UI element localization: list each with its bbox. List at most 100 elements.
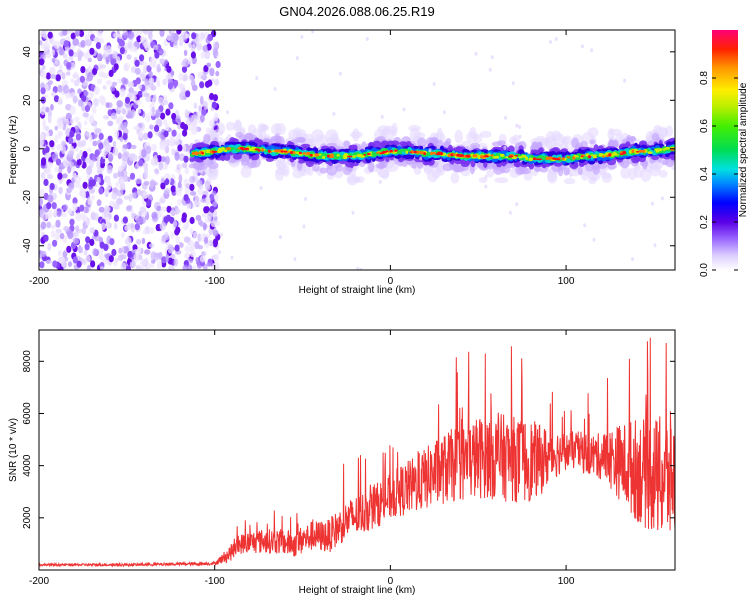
noise-blob	[192, 231, 199, 239]
noise-blob	[102, 85, 107, 90]
noise-blob	[203, 101, 209, 111]
x-tick-label: 0	[388, 276, 394, 287]
ridge-blob	[602, 155, 605, 158]
ridge-blob	[514, 154, 519, 157]
ridge-blob	[332, 154, 338, 157]
noise-blob	[68, 49, 74, 57]
noise-blob	[140, 35, 145, 43]
noise-blob	[98, 71, 105, 78]
noise-blob	[42, 122, 47, 131]
ridge-blob	[398, 151, 403, 155]
noise-blob	[84, 243, 90, 251]
noise-blob	[40, 158, 47, 166]
noise-blob	[96, 176, 101, 184]
ridge-blob	[198, 142, 206, 147]
noise-blob	[109, 238, 115, 246]
ridge-blob	[580, 155, 584, 158]
ridge-blob	[399, 148, 405, 152]
noise-blob	[170, 185, 176, 193]
noise-blob	[79, 204, 85, 212]
noise-blob	[45, 106, 50, 113]
noise-blob	[206, 43, 212, 51]
noise-blob	[83, 120, 88, 126]
noise-blob	[135, 77, 141, 85]
y-tick-label: 20	[22, 94, 33, 106]
ridge-blob	[521, 154, 527, 158]
noise-blob	[168, 248, 174, 254]
noise-blob	[110, 85, 116, 92]
ridge-blob	[537, 141, 542, 147]
noise-blob	[174, 152, 180, 161]
noise-blob	[129, 110, 134, 119]
noise-blob	[214, 193, 219, 203]
noise-blob	[72, 231, 79, 238]
noise-blob	[156, 66, 162, 73]
ridge-blob	[243, 133, 255, 142]
noise-blob	[39, 197, 43, 207]
noise-blob	[66, 62, 72, 70]
noise-blob	[82, 181, 88, 189]
noise-blob	[98, 132, 104, 140]
spectrogram-x-axis-label: Height of straight line (km)	[299, 285, 416, 296]
noise-blob	[61, 72, 66, 80]
noise-blob	[125, 205, 132, 212]
ridge-blob	[216, 150, 222, 154]
noise-blob	[173, 79, 179, 87]
noise-blob	[134, 59, 140, 67]
ridge-blob	[505, 156, 509, 159]
x-tick-label: 0	[388, 576, 394, 587]
noise-blob	[215, 60, 221, 69]
snr-panel: -200 -100 0 100 2000 4000 6000 8000 Height of s…	[8, 329, 676, 596]
noise-blob	[199, 221, 205, 227]
noise-blob	[89, 238, 95, 246]
noise-blob	[103, 243, 109, 251]
noise-blob	[85, 219, 91, 226]
noise-blob	[207, 79, 213, 87]
noise-blob	[113, 172, 119, 179]
noise-blob	[54, 125, 59, 131]
noise-blob	[148, 32, 153, 40]
speck	[356, 266, 360, 270]
ridge-blob	[203, 133, 211, 144]
noise-blob	[70, 78, 75, 84]
noise-blob	[121, 152, 129, 162]
noise-blob	[209, 119, 215, 128]
noise-blob	[79, 149, 84, 157]
noise-blob	[159, 221, 167, 231]
noise-blob	[72, 95, 78, 104]
noise-blob	[175, 115, 181, 124]
noise-blob	[146, 199, 152, 207]
noise-blob	[196, 111, 202, 117]
ridge-blob	[647, 151, 653, 155]
noise-blob	[76, 260, 82, 268]
noise-blob	[183, 223, 189, 231]
speck	[515, 123, 519, 128]
noise-blob	[164, 231, 169, 238]
y-tick-label: 8000	[22, 350, 33, 373]
speck	[211, 77, 215, 82]
noise-blob	[89, 47, 95, 55]
noise-blob	[137, 245, 142, 255]
noise-blob	[189, 175, 196, 184]
noise-blob	[47, 174, 54, 180]
noise-blob	[96, 78, 103, 85]
noise-blob	[183, 49, 188, 57]
noise-blob	[150, 143, 158, 152]
noise-blob	[92, 154, 97, 163]
speck	[226, 110, 229, 115]
noise-blob	[142, 61, 148, 67]
noise-blob	[156, 109, 161, 118]
ridge-blob	[435, 153, 441, 156]
speck	[218, 250, 222, 255]
noise-blob	[194, 194, 199, 203]
ridge-blob	[292, 170, 304, 179]
noise-blob	[97, 52, 103, 61]
noise-blob	[166, 65, 172, 73]
noise-blob	[81, 227, 87, 235]
noise-blob	[160, 182, 166, 190]
ridge-blob	[628, 167, 637, 181]
noise-blob	[178, 163, 183, 170]
noise-blob	[43, 43, 50, 51]
noise-blob	[144, 78, 149, 87]
noise-blob	[120, 254, 127, 260]
